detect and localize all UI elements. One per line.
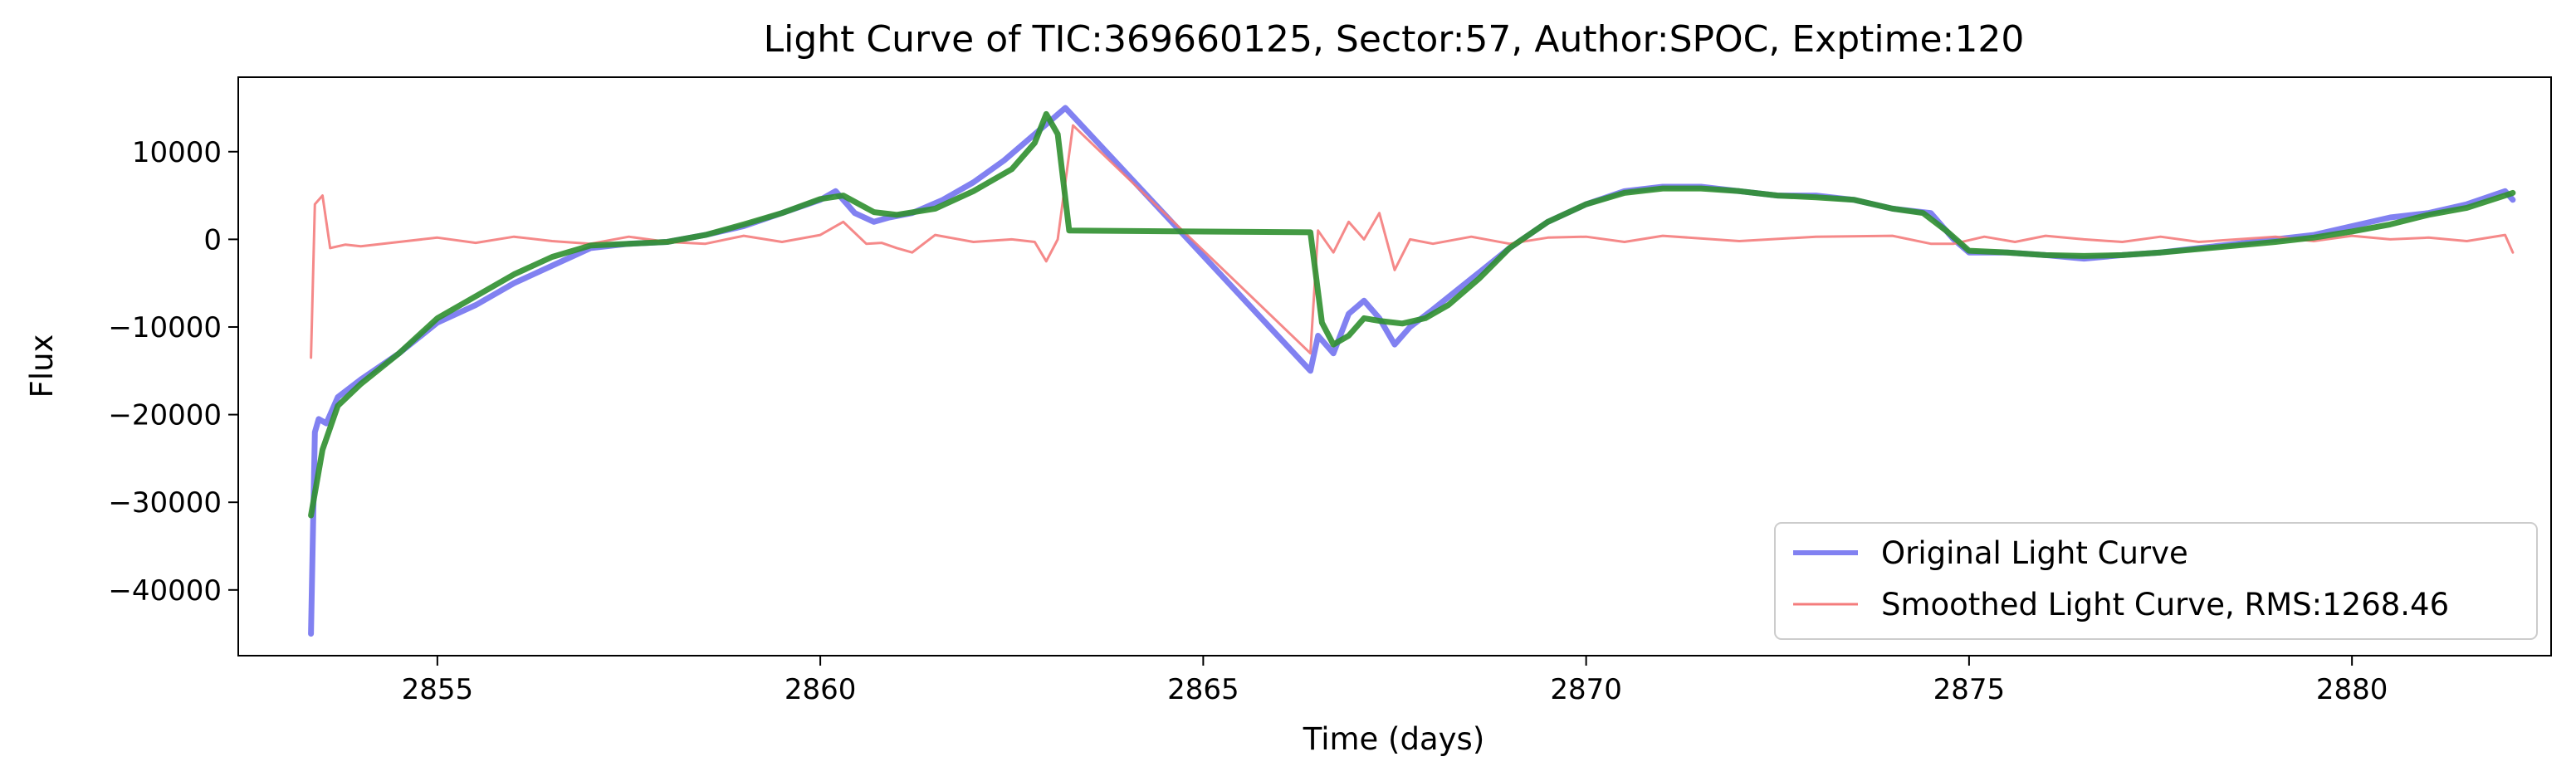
legend-box <box>1774 522 2538 640</box>
y-tick-label: −10000 <box>108 311 222 344</box>
x-axis-label: Time (days) <box>1303 721 1485 757</box>
x-axis: 2855 2860 2865 2870 2875 2880 <box>402 656 2388 706</box>
y-tick-label: 0 <box>203 223 222 256</box>
legend-label-smoothed: Smoothed Light Curve, RMS:1268.46 <box>1881 587 2449 622</box>
plot-area <box>237 76 2552 657</box>
y-tick-label: −40000 <box>108 574 222 608</box>
x-tick-label: 2855 <box>402 673 474 706</box>
chart-title: Light Curve of TIC:369660125, Sector:57,… <box>764 18 2025 61</box>
y-tick-label: −20000 <box>108 399 222 432</box>
legend: Original Light Curve Smoothed Light Curv… <box>1774 522 2538 640</box>
plot-frame <box>237 76 2552 657</box>
smoothed-light-curve-line <box>310 124 2515 359</box>
x-tick-label: 2870 <box>1550 673 1622 706</box>
x-tick-label: 2865 <box>1167 673 1239 706</box>
y-axis: 10000 0 −10000 −20000 −30000 −40000 <box>108 136 238 608</box>
x-tick-label: 2860 <box>785 673 857 706</box>
x-tick-label: 2880 <box>2316 673 2388 706</box>
y-tick-label: −30000 <box>108 486 222 520</box>
x-tick-label: 2875 <box>1933 673 2006 706</box>
legend-label-original: Original Light Curve <box>1881 535 2188 571</box>
y-axis-label: Flux <box>24 334 60 398</box>
y-tick-label: 10000 <box>132 136 222 169</box>
trend-line <box>308 110 2516 519</box>
series-layer <box>308 105 2516 637</box>
